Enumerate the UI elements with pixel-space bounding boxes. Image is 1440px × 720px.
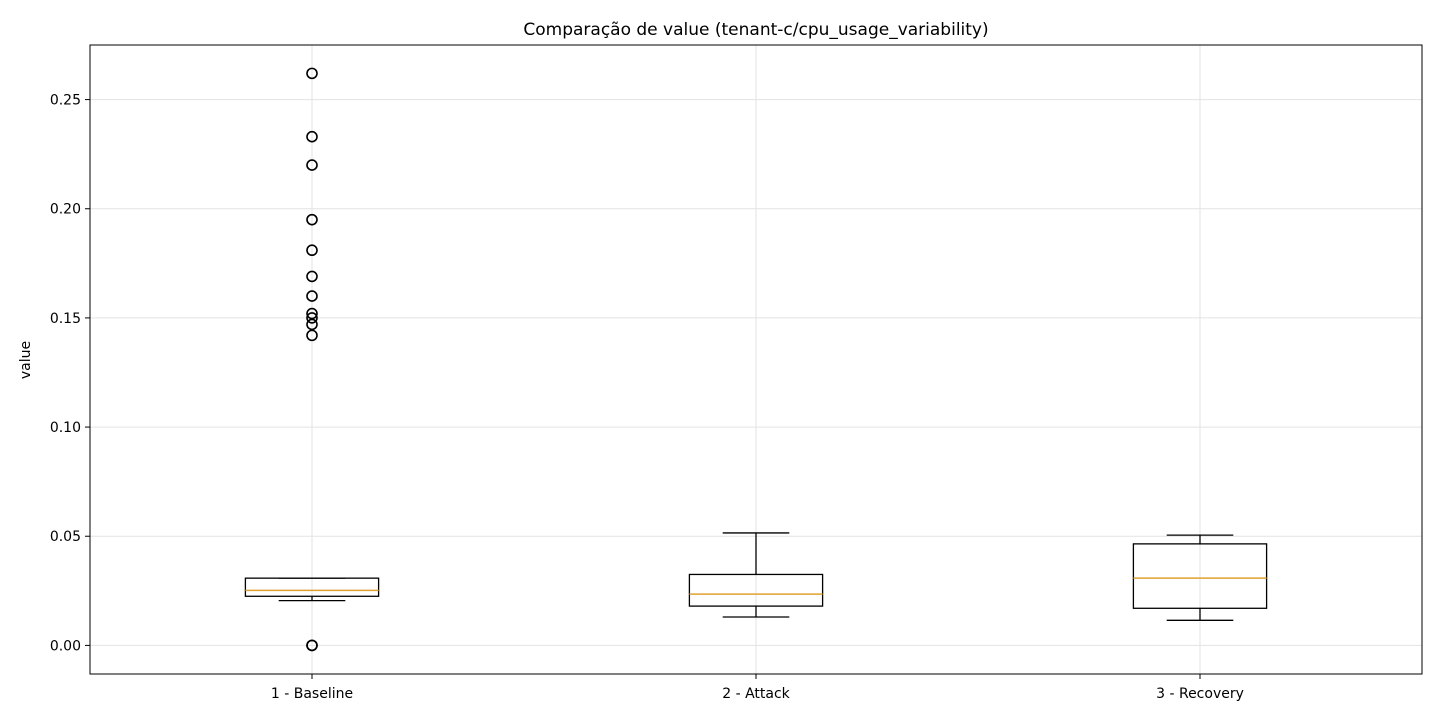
iqr-box bbox=[688, 573, 824, 607]
box-group bbox=[688, 532, 824, 618]
y-tick-label: 0.05 bbox=[50, 529, 81, 545]
y-tick-label: 0.15 bbox=[50, 311, 81, 327]
y-tick-label: 0.00 bbox=[50, 638, 81, 654]
outlier-point bbox=[306, 318, 318, 331]
outlier-point bbox=[306, 329, 318, 342]
box-group bbox=[1132, 534, 1268, 621]
outlier-point bbox=[306, 270, 318, 283]
iqr-box bbox=[244, 577, 380, 597]
outlier-point bbox=[306, 244, 318, 257]
outlier-point bbox=[306, 639, 318, 652]
outlier-point bbox=[306, 213, 318, 226]
outlier-point bbox=[306, 159, 318, 171]
x-tick-label: 3 - Recovery bbox=[1156, 686, 1244, 702]
chart-title: Comparação de value (tenant-c/cpu_usage_… bbox=[523, 20, 988, 40]
outlier-point bbox=[306, 290, 318, 302]
outlier-point bbox=[306, 130, 318, 143]
x-tick-label: 1 - Baseline bbox=[271, 686, 353, 702]
box-group bbox=[244, 67, 380, 652]
y-tick-label: 0.25 bbox=[50, 93, 81, 109]
plot-frame bbox=[89, 44, 1423, 675]
y-axis-label: value bbox=[18, 341, 34, 379]
iqr-box bbox=[1132, 543, 1268, 609]
grid-lines bbox=[90, 45, 1422, 674]
y-tick-label: 0.10 bbox=[50, 420, 81, 436]
axis-ticks: 0.00 0.05 0.10 0.15 0.20 0.25 1 - Baseline 2 - … bbox=[50, 93, 1244, 702]
y-tick-label: 0.20 bbox=[50, 202, 81, 218]
boxes bbox=[244, 67, 1268, 652]
x-tick-label: 2 - Attack bbox=[722, 686, 790, 702]
outlier-point bbox=[306, 312, 318, 324]
outlier-point bbox=[306, 307, 318, 320]
outlier-point bbox=[306, 67, 318, 80]
